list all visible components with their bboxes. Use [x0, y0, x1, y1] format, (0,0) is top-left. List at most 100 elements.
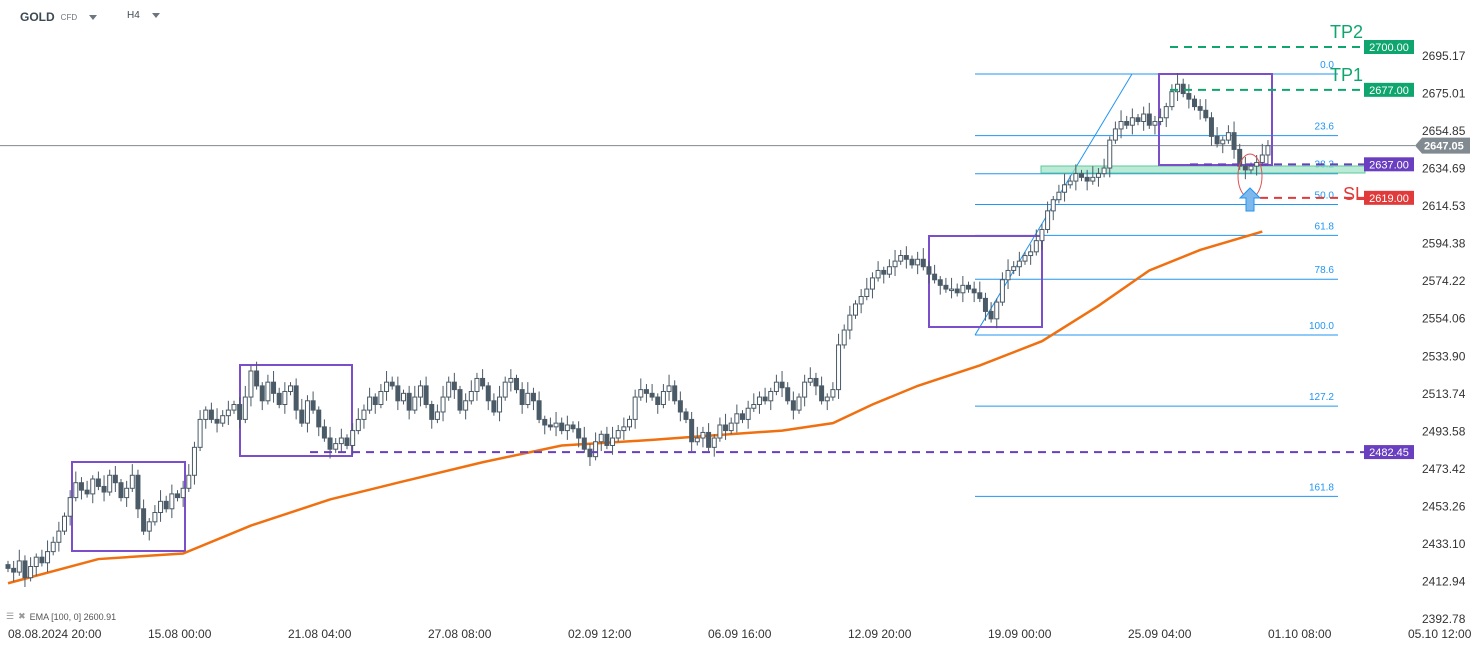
candle-body	[480, 377, 486, 387]
candle	[333, 438, 339, 453]
candle	[982, 292, 988, 321]
candle-body	[220, 415, 226, 424]
candle-body	[1090, 176, 1096, 182]
price-level-tag	[1364, 190, 1414, 205]
candle	[949, 277, 955, 299]
candle	[632, 389, 638, 429]
candle-body	[67, 497, 73, 517]
candle-body	[248, 370, 254, 398]
candle-body	[1129, 117, 1135, 126]
candle-body	[361, 409, 367, 420]
close-icon[interactable]: ✖	[18, 611, 26, 621]
candle	[553, 411, 559, 437]
candle	[304, 395, 310, 433]
candle	[321, 419, 327, 442]
candle-body	[22, 560, 28, 579]
candle	[124, 480, 130, 507]
candle-body	[1214, 135, 1220, 145]
candle-body	[50, 541, 56, 553]
candle-body	[943, 284, 949, 290]
candle	[1180, 78, 1186, 98]
candle	[1124, 115, 1130, 129]
candle	[468, 380, 474, 405]
candle	[627, 415, 632, 431]
candle-body	[1186, 93, 1192, 100]
candle-body	[1112, 128, 1118, 141]
candle-body	[802, 381, 808, 398]
candle-body	[553, 422, 559, 428]
candle	[547, 417, 553, 431]
candle	[248, 365, 254, 407]
candle-body	[112, 474, 118, 484]
candle	[1090, 166, 1096, 185]
candle-body	[683, 411, 689, 420]
candle	[666, 374, 672, 401]
candle-body	[988, 310, 994, 320]
candle-body	[672, 385, 678, 402]
candle-body	[56, 530, 62, 543]
candle	[819, 376, 825, 405]
candle-body	[372, 396, 378, 406]
candle-body	[632, 396, 638, 420]
x-tick-label: 02.09 12:00	[568, 627, 632, 641]
candle	[175, 490, 180, 502]
price-level-tag	[1364, 157, 1414, 172]
candle	[960, 276, 966, 303]
candle-body	[570, 424, 576, 430]
candle	[954, 283, 960, 297]
candle-body	[1011, 266, 1017, 271]
candle-body	[830, 389, 836, 398]
y-tick-label: 2574.22	[1422, 274, 1466, 288]
candle-body	[881, 269, 887, 275]
symbol-selector[interactable]: GOLD CFD	[20, 10, 98, 24]
candle	[1011, 261, 1017, 275]
candle	[875, 261, 881, 282]
candle-body	[734, 413, 740, 424]
candle	[542, 415, 548, 435]
candle-body	[1175, 83, 1181, 93]
candle	[677, 391, 683, 422]
candle-body	[559, 422, 565, 432]
candle	[932, 264, 938, 284]
candle	[892, 249, 898, 277]
candle-body	[932, 273, 938, 281]
candle	[530, 387, 536, 411]
candle-body	[401, 392, 406, 402]
candle-body	[367, 396, 373, 411]
candle	[994, 298, 1000, 329]
candle	[1129, 108, 1135, 135]
y-tick-label: 2675.01	[1422, 87, 1466, 101]
candle-body	[491, 400, 497, 413]
candle-body	[858, 296, 864, 305]
candle	[474, 372, 480, 401]
candle-body	[282, 390, 288, 406]
candle	[84, 480, 90, 498]
candle	[288, 382, 293, 396]
candle-body	[508, 377, 514, 383]
x-tick-label: 08.08.2024 20:00	[8, 627, 102, 641]
candle	[1203, 99, 1209, 122]
candle-body	[847, 314, 853, 331]
timeframe-selector[interactable]: H4	[127, 10, 160, 21]
y-tick-label: 2412.94	[1422, 575, 1466, 589]
candle	[1033, 229, 1039, 256]
candle-body	[288, 385, 293, 392]
candle-body	[107, 474, 113, 493]
candle	[259, 382, 265, 411]
candle-body	[1067, 180, 1073, 186]
layers-icon[interactable]: ☰	[6, 611, 15, 621]
candle-body	[994, 301, 1000, 320]
candle-body	[869, 277, 875, 290]
candle	[971, 281, 977, 303]
chevron-down-icon	[151, 13, 160, 18]
candle	[1242, 156, 1248, 180]
candle-body	[446, 381, 452, 398]
candle	[514, 374, 519, 394]
candle-body	[717, 424, 723, 439]
candle	[129, 464, 135, 493]
candle-body	[304, 400, 310, 424]
candle	[1050, 195, 1056, 221]
candle	[384, 370, 390, 401]
candle-body	[977, 292, 983, 299]
